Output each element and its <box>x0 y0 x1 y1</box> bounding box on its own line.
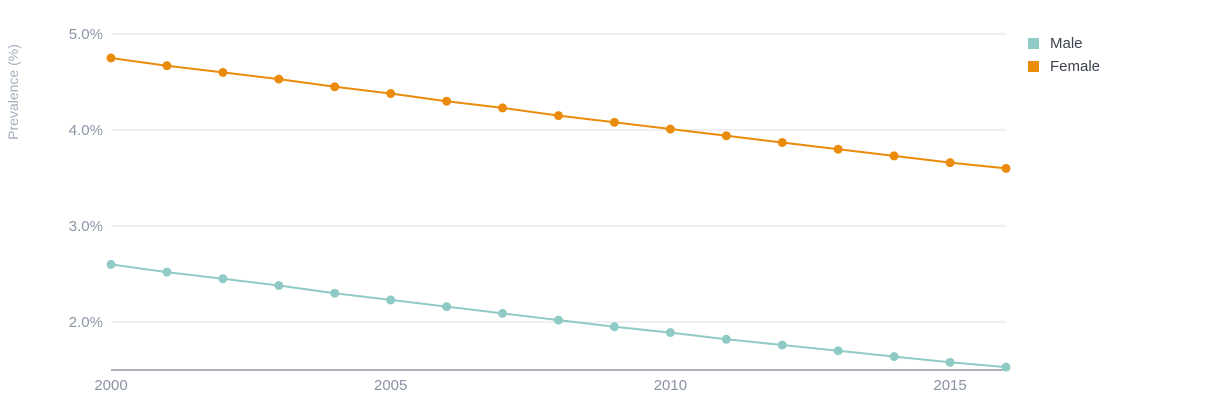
data-point-female[interactable] <box>833 144 843 154</box>
data-point-male[interactable] <box>721 334 731 344</box>
data-point-male[interactable] <box>218 274 228 284</box>
data-point-male[interactable] <box>777 340 787 350</box>
data-point-female[interactable] <box>106 53 116 63</box>
legend-item-male[interactable]: Male <box>1028 32 1100 55</box>
x-tick-label: 2010 <box>654 377 687 394</box>
data-point-female[interactable] <box>945 158 955 168</box>
data-point-male[interactable] <box>442 302 452 312</box>
female-swatch-icon <box>1028 61 1039 72</box>
data-point-female[interactable] <box>498 103 508 113</box>
legend-label-male: Male <box>1050 35 1083 52</box>
data-point-male[interactable] <box>609 322 619 332</box>
data-point-female[interactable] <box>889 151 899 161</box>
data-point-female[interactable] <box>721 131 731 141</box>
axes: 2.0% 3.0% 4.0% 5.0% 2000 2005 2010 2015 <box>69 26 1006 394</box>
data-point-female[interactable] <box>777 137 787 147</box>
data-point-male[interactable] <box>330 288 340 298</box>
data-point-female[interactable] <box>386 89 396 99</box>
x-tick-label: 2005 <box>374 377 407 394</box>
y-tick-label: 5.0% <box>69 26 103 43</box>
data-point-male[interactable] <box>106 259 116 269</box>
data-point-male[interactable] <box>274 281 284 291</box>
data-point-male[interactable] <box>945 357 955 367</box>
y-tick-label: 3.0% <box>69 218 103 235</box>
legend: Male Female <box>1028 32 1100 78</box>
data-point-male[interactable] <box>833 346 843 356</box>
data-point-male[interactable] <box>889 352 899 362</box>
gridlines <box>111 33 1006 323</box>
data-point-female[interactable] <box>442 96 452 106</box>
y-tick-label: 2.0% <box>69 314 103 331</box>
series-lines <box>106 53 1011 372</box>
male-swatch-icon <box>1028 38 1039 49</box>
data-point-male[interactable] <box>1001 362 1011 372</box>
data-point-female[interactable] <box>274 74 284 84</box>
data-point-female[interactable] <box>665 124 675 134</box>
data-point-female[interactable] <box>554 111 563 121</box>
legend-item-female[interactable]: Female <box>1028 55 1100 78</box>
data-point-female[interactable] <box>1001 163 1011 173</box>
data-point-male[interactable] <box>554 315 563 325</box>
data-point-male[interactable] <box>386 295 396 305</box>
x-tick-label: 2000 <box>94 377 127 394</box>
x-tick-label: 2015 <box>933 377 966 394</box>
data-point-female[interactable] <box>330 82 340 92</box>
y-axis-title: Prevalence (%) <box>5 44 21 140</box>
data-point-male[interactable] <box>162 267 172 277</box>
y-tick-label: 4.0% <box>69 122 103 139</box>
legend-label-female: Female <box>1050 58 1101 75</box>
data-point-female[interactable] <box>218 67 228 77</box>
data-point-female[interactable] <box>609 117 619 127</box>
data-point-female[interactable] <box>162 61 172 71</box>
data-point-male[interactable] <box>498 308 508 318</box>
data-point-male[interactable] <box>665 328 675 338</box>
